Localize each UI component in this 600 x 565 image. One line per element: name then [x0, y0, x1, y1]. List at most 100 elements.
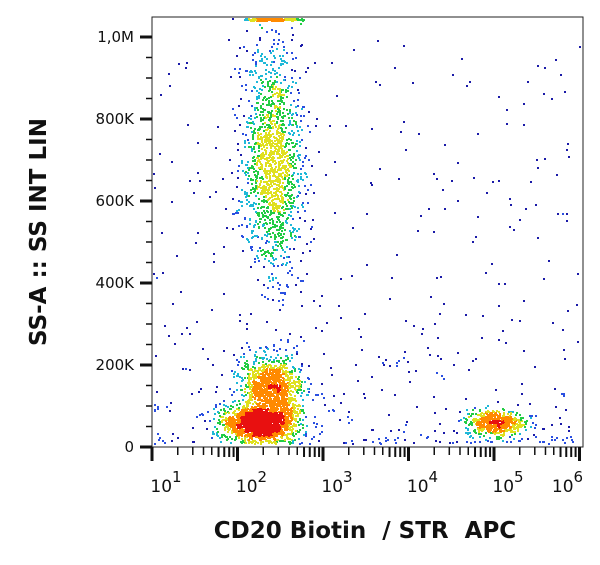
data-point — [465, 432, 467, 434]
data-point — [295, 389, 297, 391]
data-point — [250, 115, 252, 117]
data-point — [292, 81, 294, 83]
data-point — [217, 422, 219, 424]
data-point — [241, 380, 243, 382]
data-point — [283, 108, 285, 110]
data-point — [250, 118, 252, 120]
data-point — [307, 189, 309, 191]
data-point — [272, 246, 274, 248]
data-point — [279, 221, 281, 223]
data-point — [244, 391, 246, 393]
data-point — [248, 146, 250, 148]
data-point — [265, 117, 267, 119]
data-point — [266, 401, 268, 403]
data-point — [288, 391, 290, 393]
data-point — [280, 245, 282, 247]
data-point — [276, 92, 278, 94]
data-point — [230, 419, 232, 421]
data-point — [262, 249, 264, 251]
data-point — [277, 43, 279, 45]
data-point — [293, 146, 295, 148]
data-point — [278, 212, 280, 214]
data-point — [279, 147, 281, 149]
data-point — [262, 114, 264, 116]
data-point — [264, 219, 266, 221]
data-point — [284, 115, 286, 117]
data-point — [255, 195, 257, 197]
data-point — [250, 146, 252, 148]
data-point — [295, 381, 297, 383]
data-point — [241, 347, 243, 349]
data-point — [247, 178, 249, 180]
data-point — [245, 171, 247, 173]
data-point — [277, 241, 279, 243]
data-point — [289, 109, 291, 111]
data-point — [280, 226, 282, 228]
data-point — [290, 224, 292, 226]
data-point — [231, 424, 233, 426]
data-point — [290, 211, 292, 213]
data-point — [475, 413, 477, 415]
data-point — [490, 429, 492, 431]
data-point — [290, 235, 292, 237]
data-point — [272, 421, 274, 423]
data-point — [260, 137, 262, 139]
data-point — [272, 369, 274, 371]
data-point — [302, 419, 304, 421]
data-point — [276, 116, 278, 118]
data-point — [279, 228, 281, 230]
data-point — [249, 349, 251, 351]
data-point — [301, 129, 303, 131]
data-point — [290, 205, 292, 207]
data-point — [286, 139, 288, 141]
data-point — [252, 390, 254, 392]
data-point — [233, 376, 235, 378]
data-point — [289, 360, 291, 362]
data-point — [291, 426, 293, 428]
data-point — [294, 163, 296, 165]
data-point — [281, 140, 283, 142]
data-point — [264, 438, 266, 440]
data-point — [284, 424, 286, 426]
data-point — [469, 423, 471, 425]
data-point — [217, 435, 219, 437]
data-point — [276, 225, 278, 227]
data-point — [291, 69, 293, 71]
data-point — [285, 398, 287, 400]
data-point — [275, 110, 277, 112]
data-point — [292, 124, 294, 126]
data-point — [479, 441, 481, 443]
data-point — [243, 395, 245, 397]
data-point — [263, 418, 265, 420]
data-point — [267, 128, 269, 130]
data-point — [290, 376, 292, 378]
data-point — [260, 177, 262, 179]
data-point — [287, 371, 289, 373]
data-point — [265, 200, 267, 202]
data-point — [287, 113, 289, 115]
data-point — [282, 381, 284, 383]
data-point — [262, 85, 264, 87]
data-point — [282, 227, 284, 229]
data-point — [258, 397, 260, 399]
data-point — [255, 381, 257, 383]
data-point — [296, 353, 298, 355]
data-point — [270, 135, 272, 137]
data-point — [250, 425, 252, 427]
data-point — [245, 394, 247, 396]
data-point — [299, 419, 301, 421]
data-point — [281, 394, 283, 396]
data-point — [282, 138, 284, 140]
data-point — [279, 164, 281, 166]
data-point — [275, 244, 277, 246]
data-point — [290, 417, 292, 419]
data-point — [265, 255, 267, 257]
data-point — [236, 55, 238, 57]
data-point — [260, 144, 262, 146]
data-point — [269, 429, 271, 431]
data-point — [252, 396, 254, 398]
data-point — [268, 393, 270, 395]
data-point — [306, 273, 308, 275]
data-point — [223, 246, 225, 248]
data-point — [259, 37, 261, 39]
